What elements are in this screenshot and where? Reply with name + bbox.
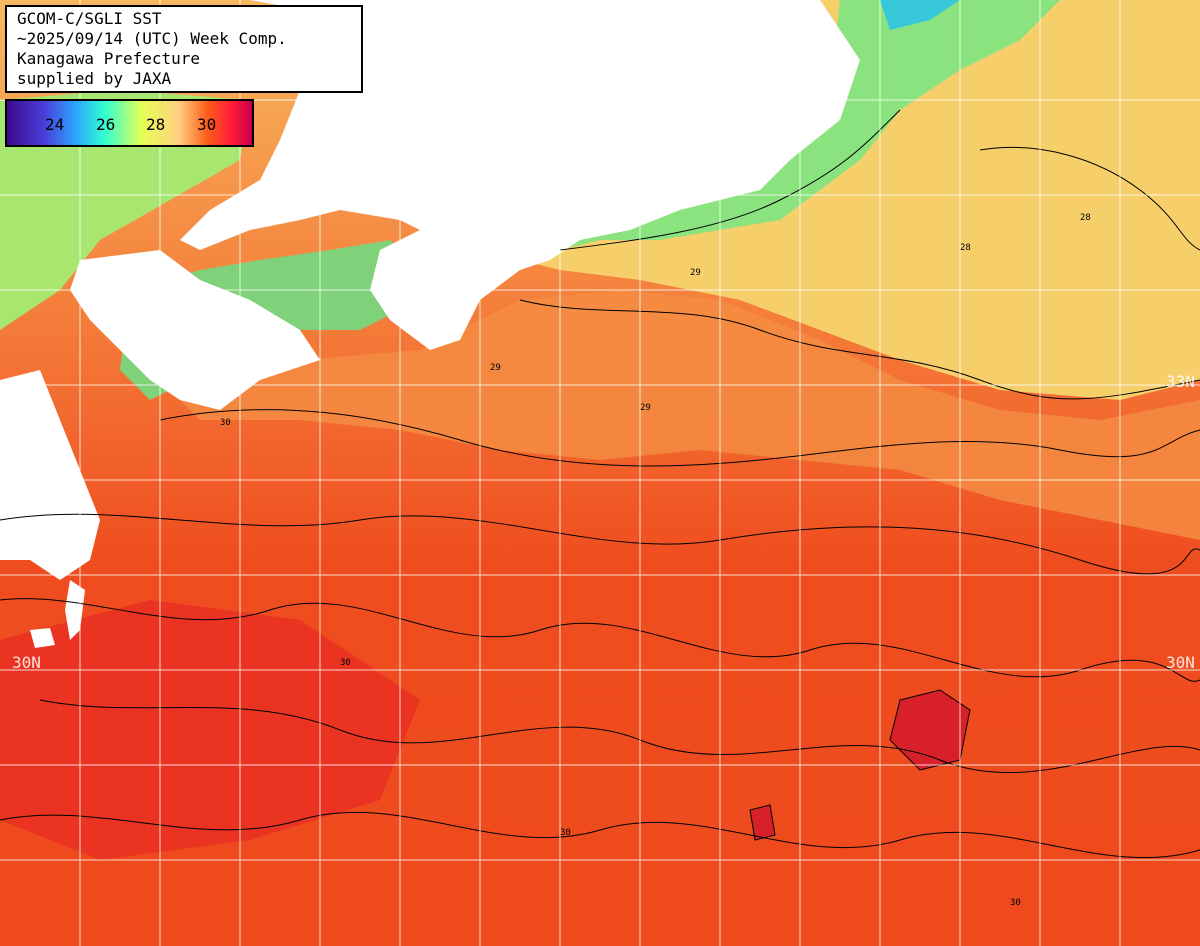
contour-label: 30 bbox=[220, 418, 231, 428]
title-supplier: supplied by JAXA bbox=[17, 69, 172, 88]
contour-label: 30 bbox=[1010, 898, 1021, 908]
hot-water-patch-3 bbox=[0, 600, 420, 860]
color-legend: 24 26 28 30 bbox=[5, 99, 254, 147]
legend-tick-24: 24 bbox=[45, 115, 65, 134]
lat-label-30n-left: 30N bbox=[12, 653, 41, 672]
legend-tick-28: 28 bbox=[146, 115, 166, 134]
title-prefecture: Kanagawa Prefecture bbox=[17, 49, 201, 68]
title-product: GCOM-C/SGLI SST bbox=[17, 9, 162, 28]
contour-label: 28 bbox=[1080, 213, 1091, 223]
mid-water-band bbox=[160, 290, 1200, 540]
legend-colorbar bbox=[7, 101, 252, 145]
coldest-water-north-east bbox=[880, 0, 960, 30]
lat-label-33n: 33N bbox=[1166, 372, 1195, 391]
contour-label: 29 bbox=[690, 268, 701, 278]
legend-tick-26: 26 bbox=[96, 115, 116, 134]
contour-label: 30 bbox=[560, 828, 571, 838]
title-box: GCOM-C/SGLI SST ~2025/09/14 (UTC) Week C… bbox=[5, 5, 363, 93]
contour-label: 29 bbox=[490, 363, 501, 373]
contour-label: 28 bbox=[960, 243, 971, 253]
legend-tick-30: 30 bbox=[197, 115, 217, 134]
cool-water-west bbox=[0, 90, 250, 330]
land-kyushu bbox=[0, 370, 100, 580]
title-date: ~2025/09/14 (UTC) Week Comp. bbox=[17, 29, 287, 48]
hot-water-patch-2 bbox=[750, 805, 775, 840]
hot-water-patch-1 bbox=[890, 690, 970, 770]
contour-label: 30 bbox=[340, 658, 351, 668]
land-islet-west bbox=[30, 628, 55, 648]
contour-label: 29 bbox=[640, 403, 651, 413]
lat-label-30n-right: 30N bbox=[1166, 653, 1195, 672]
